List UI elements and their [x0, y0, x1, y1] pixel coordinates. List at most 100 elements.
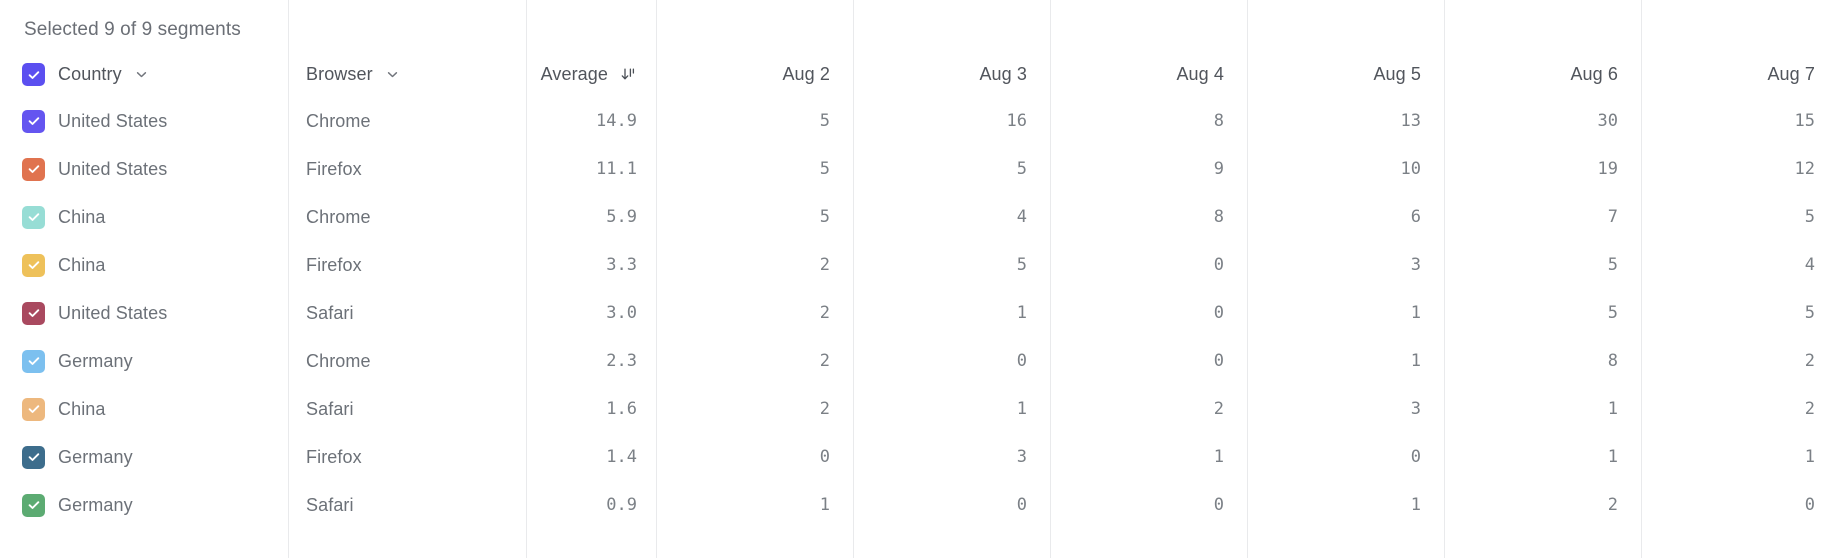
- column-header-day-4[interactable]: Aug 6: [1444, 0, 1641, 558]
- cell-country[interactable]: Germany: [0, 337, 288, 385]
- column-header-day-2[interactable]: Aug 4: [1050, 0, 1247, 558]
- cell-day-5[interactable]: 4: [1641, 189, 1837, 558]
- cell-day-5[interactable]: 0: [1641, 429, 1837, 558]
- cell-day-5[interactable]: 12: [1641, 93, 1837, 558]
- cell-browser[interactable]: Chrome: [288, 285, 526, 558]
- cell-day-4[interactable]: 19: [1444, 93, 1641, 558]
- cell-day-4[interactable]: 1: [1444, 333, 1641, 558]
- cell-day-3[interactable]: 0: [1247, 381, 1444, 558]
- cell-day-2[interactable]: 8: [1050, 141, 1247, 558]
- cell-day-5[interactable]: 2: [1641, 285, 1837, 558]
- cell-day-3[interactable]: 10: [1247, 93, 1444, 558]
- cell-country[interactable]: China: [0, 241, 288, 289]
- cell-browser[interactable]: Firefox: [288, 189, 526, 558]
- cell-day-1[interactable]: 16: [853, 45, 1050, 558]
- cell-day-0[interactable]: 2: [656, 333, 853, 558]
- cell-day-1[interactable]: 0: [853, 285, 1050, 558]
- cell-day-2[interactable]: 0: [1050, 237, 1247, 558]
- cell-day-1[interactable]: 4: [853, 141, 1050, 558]
- cell-browser[interactable]: Safari: [288, 237, 526, 558]
- cell-average[interactable]: 1.6: [526, 333, 656, 558]
- column-header-browser[interactable]: Browser: [288, 0, 526, 558]
- cell-day-5[interactable]: 1: [1641, 381, 1837, 558]
- cell-average[interactable]: 2.3: [526, 285, 656, 558]
- row-checkbox[interactable]: [22, 445, 45, 469]
- cell-day-5[interactable]: 2: [1641, 333, 1837, 558]
- sort-descending-icon[interactable]: [620, 66, 637, 83]
- cell-country[interactable]: China: [0, 193, 288, 241]
- cell-browser[interactable]: Firefox: [288, 381, 526, 558]
- cell-day-0[interactable]: 5: [656, 45, 853, 558]
- cell-country[interactable]: United States: [0, 97, 288, 145]
- cell-day-1[interactable]: 1: [853, 333, 1050, 558]
- cell-day-2[interactable]: 0: [1050, 189, 1247, 558]
- cell-day-3[interactable]: 3: [1247, 189, 1444, 558]
- cell-day-2[interactable]: 0: [1050, 285, 1247, 558]
- cell-country[interactable]: Germany: [0, 433, 288, 481]
- cell-day-0[interactable]: 5: [656, 93, 853, 558]
- cell-country[interactable]: Germany: [0, 481, 288, 529]
- row-checkbox[interactable]: [22, 157, 45, 181]
- table-row[interactable]: Germany Chrome 2.3 2 0 0 1 8 2 3: [0, 285, 1837, 558]
- cell-day-1[interactable]: 0: [853, 429, 1050, 558]
- cell-browser[interactable]: Safari: [288, 429, 526, 558]
- cell-day-2[interactable]: 8: [1050, 45, 1247, 558]
- cell-day-4[interactable]: 8: [1444, 285, 1641, 558]
- row-checkbox[interactable]: [22, 493, 45, 517]
- table-row[interactable]: China Firefox 3.3 2 5 0 3 5 4 4: [0, 189, 1837, 558]
- cell-day-4[interactable]: 5: [1444, 189, 1641, 558]
- column-header-day-5[interactable]: Aug 7: [1641, 0, 1837, 558]
- cell-average[interactable]: 0.9: [526, 429, 656, 558]
- cell-day-1[interactable]: 3: [853, 381, 1050, 558]
- cell-day-3[interactable]: 1: [1247, 429, 1444, 558]
- row-checkbox[interactable]: [22, 397, 45, 421]
- chevron-down-icon[interactable]: [134, 67, 149, 82]
- cell-day-0[interactable]: 2: [656, 285, 853, 558]
- cell-country[interactable]: United States: [0, 289, 288, 337]
- cell-day-0[interactable]: 5: [656, 141, 853, 558]
- cell-country[interactable]: United States: [0, 145, 288, 193]
- cell-browser[interactable]: Chrome: [288, 45, 526, 558]
- select-all-checkbox[interactable]: [22, 63, 45, 86]
- row-checkbox[interactable]: [22, 301, 45, 325]
- row-checkbox[interactable]: [22, 349, 45, 373]
- column-header-country[interactable]: Country: [0, 52, 288, 97]
- cell-country[interactable]: China: [0, 385, 288, 433]
- cell-day-5[interactable]: 15: [1641, 45, 1837, 558]
- cell-day-4[interactable]: 1: [1444, 381, 1641, 558]
- cell-day-1[interactable]: 5: [853, 189, 1050, 558]
- cell-day-4[interactable]: 5: [1444, 237, 1641, 558]
- row-checkbox[interactable]: [22, 109, 45, 133]
- chevron-down-icon[interactable]: [385, 67, 400, 82]
- cell-average[interactable]: 1.4: [526, 381, 656, 558]
- cell-average[interactable]: 5.9: [526, 141, 656, 558]
- cell-browser[interactable]: Chrome: [288, 141, 526, 558]
- cell-day-5[interactable]: 5: [1641, 237, 1837, 558]
- column-header-day-3[interactable]: Aug 5: [1247, 0, 1444, 558]
- cell-day-5[interactable]: 5: [1641, 141, 1837, 558]
- cell-day-2[interactable]: 2: [1050, 333, 1247, 558]
- cell-browser[interactable]: Firefox: [288, 93, 526, 558]
- table-row[interactable]: China Safari 1.6 2 1 2 3 1 2 0: [0, 333, 1837, 558]
- cell-day-2[interactable]: 0: [1050, 429, 1247, 558]
- cell-day-1[interactable]: 1: [853, 237, 1050, 558]
- cell-day-3[interactable]: 13: [1247, 45, 1444, 558]
- cell-day-4[interactable]: 30: [1444, 45, 1641, 558]
- row-checkbox[interactable]: [22, 205, 45, 229]
- cell-day-0[interactable]: 1: [656, 429, 853, 558]
- column-header-average[interactable]: Average: [526, 0, 656, 558]
- column-header-day-0[interactable]: Aug 2: [656, 0, 853, 558]
- cell-average[interactable]: 3.0: [526, 237, 656, 558]
- cell-day-3[interactable]: 3: [1247, 333, 1444, 558]
- row-checkbox[interactable]: [22, 253, 45, 277]
- cell-day-0[interactable]: 2: [656, 189, 853, 558]
- cell-day-4[interactable]: 7: [1444, 141, 1641, 558]
- cell-day-2[interactable]: 9: [1050, 93, 1247, 558]
- cell-day-3[interactable]: 6: [1247, 141, 1444, 558]
